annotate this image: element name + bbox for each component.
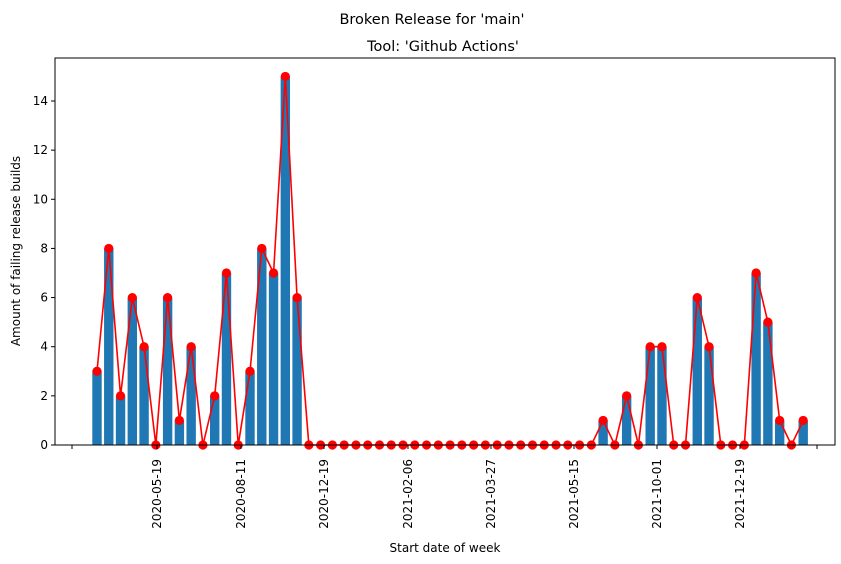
plot-frame bbox=[54, 57, 836, 446]
y-tick-label: 12 bbox=[33, 143, 48, 157]
data-point bbox=[174, 415, 184, 426]
data-point bbox=[210, 391, 220, 401]
data-point bbox=[645, 342, 655, 352]
data-point bbox=[657, 342, 667, 352]
data-point bbox=[221, 268, 232, 278]
bar bbox=[763, 322, 773, 445]
x-tick-label: 2021-03-27 bbox=[484, 459, 498, 529]
bar bbox=[115, 395, 126, 445]
data-point bbox=[775, 415, 785, 426]
bar bbox=[268, 273, 279, 445]
data-point bbox=[292, 292, 302, 303]
bar bbox=[210, 395, 220, 445]
data-point bbox=[704, 342, 714, 352]
bar-series bbox=[92, 76, 808, 445]
y-tick-label: 14 bbox=[33, 94, 48, 108]
x-tick-label: 2021-02-06 bbox=[401, 459, 415, 529]
data-point bbox=[186, 342, 196, 352]
y-tick-label: 4 bbox=[40, 340, 48, 354]
bar bbox=[174, 420, 185, 445]
data-point bbox=[598, 415, 608, 426]
x-tick-label: 2020-08-11 bbox=[234, 459, 248, 529]
x-axis: 2020-05-19 2020-08-11 2020-12-19 2021-02-06… bbox=[71, 445, 818, 529]
bar bbox=[657, 346, 667, 445]
bar bbox=[245, 371, 255, 445]
bar bbox=[798, 420, 808, 445]
data-point bbox=[115, 391, 126, 401]
bar bbox=[104, 248, 114, 445]
data-point bbox=[104, 243, 114, 254]
y-tick-label: 6 bbox=[40, 291, 48, 305]
data-point bbox=[751, 268, 761, 278]
bar bbox=[774, 420, 785, 445]
bar bbox=[645, 346, 655, 445]
bar bbox=[162, 297, 173, 445]
bar bbox=[292, 297, 302, 445]
data-point bbox=[257, 243, 267, 254]
data-point bbox=[127, 292, 137, 303]
data-point bbox=[763, 317, 773, 327]
data-point bbox=[268, 268, 279, 278]
bar bbox=[704, 346, 714, 445]
y-axis: 0 2 4 6 8 10 12 14 bbox=[33, 94, 55, 452]
bar bbox=[598, 420, 608, 445]
bar bbox=[92, 371, 102, 445]
bar bbox=[127, 297, 138, 445]
bar bbox=[221, 273, 232, 445]
x-tick-label: 2020-05-19 bbox=[150, 459, 164, 529]
bar bbox=[186, 346, 196, 445]
data-point bbox=[692, 292, 702, 303]
bar bbox=[257, 248, 267, 445]
chart-suptitle: Broken Release for 'main' bbox=[339, 12, 524, 28]
data-point bbox=[798, 415, 808, 426]
chart-title: Tool: 'Github Actions' bbox=[366, 39, 519, 55]
y-axis-label: Amount of failing release builds bbox=[9, 156, 23, 346]
data-point bbox=[280, 71, 290, 82]
data-point bbox=[245, 366, 255, 376]
data-point bbox=[139, 342, 149, 352]
bar bbox=[280, 76, 291, 445]
bar bbox=[751, 273, 761, 445]
x-tick-label: 2021-05-15 bbox=[567, 459, 581, 529]
x-tick-label: 2021-12-19 bbox=[733, 459, 747, 529]
x-axis-label: Start date of week bbox=[390, 541, 501, 555]
y-tick-label: 2 bbox=[40, 389, 48, 403]
bar bbox=[692, 297, 702, 445]
bar bbox=[621, 395, 632, 445]
y-tick-label: 0 bbox=[40, 438, 48, 452]
x-tick-label: 2021-10-01 bbox=[650, 459, 664, 529]
data-point bbox=[92, 366, 102, 376]
data-point bbox=[163, 292, 173, 303]
x-tick-label: 2020-12-19 bbox=[317, 459, 331, 529]
y-tick-label: 10 bbox=[33, 192, 48, 206]
y-tick-label: 8 bbox=[40, 241, 48, 255]
data-point bbox=[622, 391, 632, 401]
bar bbox=[139, 346, 149, 445]
